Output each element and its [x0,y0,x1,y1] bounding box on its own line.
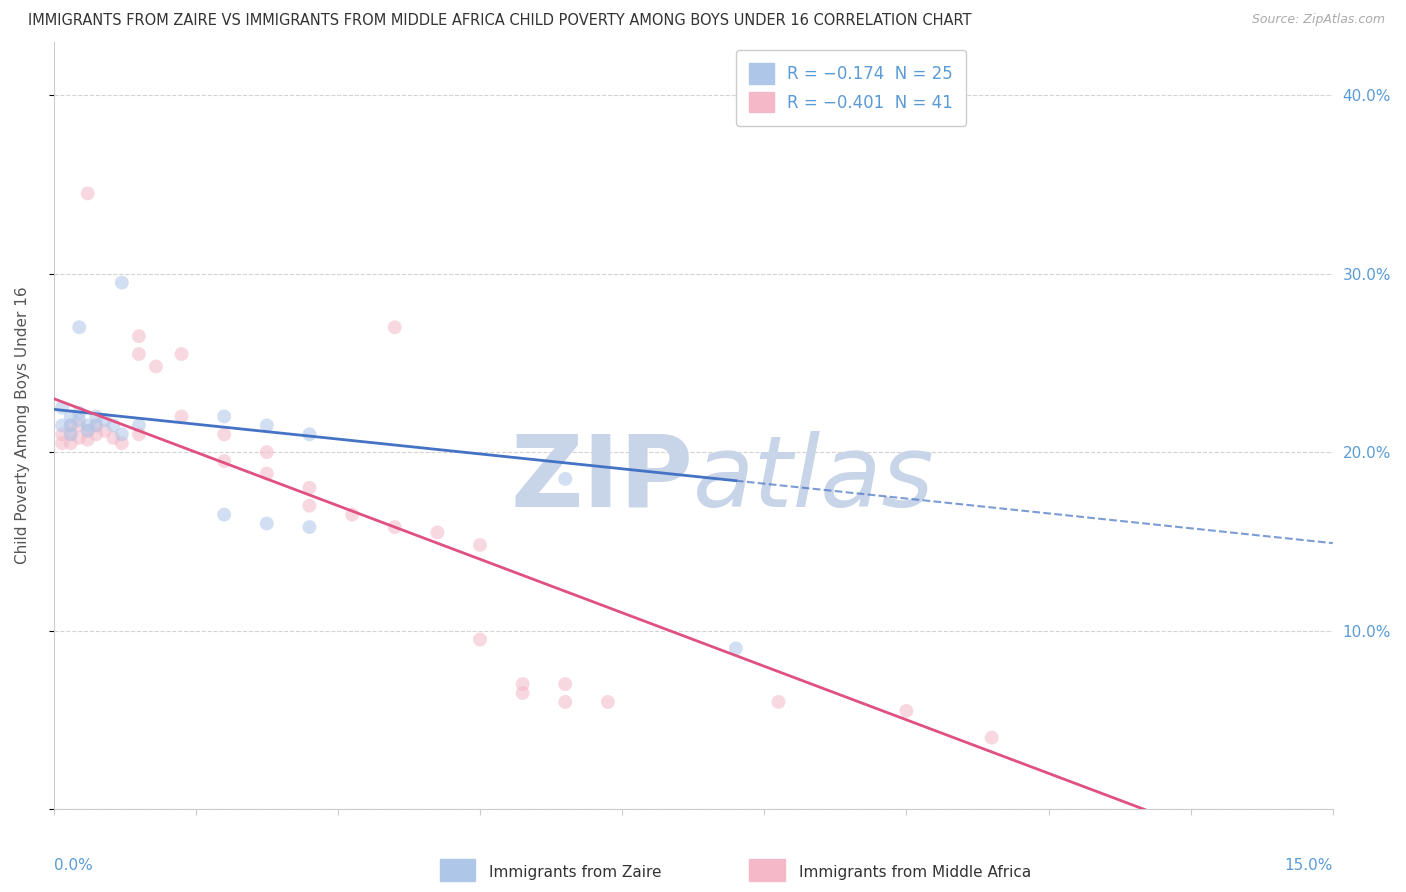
Point [256,418,278,433]
Point [94,413,117,427]
Point [76,418,98,433]
Point [76,424,98,438]
Point [768,695,790,709]
Point [596,695,619,709]
Point [212,454,235,468]
Point [468,632,491,647]
Point [103,431,125,445]
Text: atlas: atlas [693,431,935,527]
Point [468,538,491,552]
Text: Immigrants from Middle Africa: Immigrants from Middle Africa [799,865,1031,880]
Point [111,427,134,442]
Point [426,525,449,540]
Point [59,427,82,442]
Point [298,520,321,534]
Point [67,413,90,427]
Point [170,347,193,361]
Text: Source: ZipAtlas.com: Source: ZipAtlas.com [1251,13,1385,27]
Text: IMMIGRANTS FROM ZAIRE VS IMMIGRANTS FROM MIDDLE AFRICA CHILD POVERTY AMONG BOYS : IMMIGRANTS FROM ZAIRE VS IMMIGRANTS FROM… [28,13,972,29]
Point [896,704,918,718]
Text: 0.0%: 0.0% [53,858,93,872]
Point [51,418,73,433]
Point [67,418,90,433]
Text: Immigrants from Zaire: Immigrants from Zaire [489,865,662,880]
Point [76,433,98,447]
Point [298,427,321,442]
Point [59,427,82,442]
Text: 15.0%: 15.0% [1285,858,1333,872]
Point [67,431,90,445]
Point [212,409,235,424]
Point [170,409,193,424]
Point [298,481,321,495]
Point [554,695,576,709]
Point [51,401,73,415]
Point [256,467,278,481]
Point [145,359,167,374]
Legend: R = −0.174  N = 25, R = −0.401  N = 41: R = −0.174 N = 25, R = −0.401 N = 41 [735,50,966,126]
Point [59,436,82,450]
Point [84,418,107,433]
Point [84,409,107,424]
Point [512,686,534,700]
Point [512,677,534,691]
Point [980,731,1002,745]
Point [84,418,107,433]
Point [298,499,321,513]
Point [59,418,82,433]
Point [340,508,363,522]
Point [76,424,98,438]
Point [128,427,150,442]
Point [51,436,73,450]
Point [554,677,576,691]
Point [111,276,134,290]
Point [256,516,278,531]
Point [67,320,90,334]
Point [103,418,125,433]
Point [128,418,150,433]
Point [212,508,235,522]
Point [384,520,406,534]
Y-axis label: Child Poverty Among Boys Under 16: Child Poverty Among Boys Under 16 [15,286,30,565]
Text: ZIP: ZIP [510,431,693,527]
Point [256,445,278,459]
Point [128,329,150,343]
Point [111,436,134,450]
Point [384,320,406,334]
Point [59,418,82,433]
Point [67,406,90,420]
Point [51,427,73,442]
Point [128,347,150,361]
Point [212,427,235,442]
Point [554,472,576,486]
Point [76,186,98,201]
Point [59,409,82,424]
Point [94,424,117,438]
Point [84,427,107,442]
Point [724,641,747,656]
